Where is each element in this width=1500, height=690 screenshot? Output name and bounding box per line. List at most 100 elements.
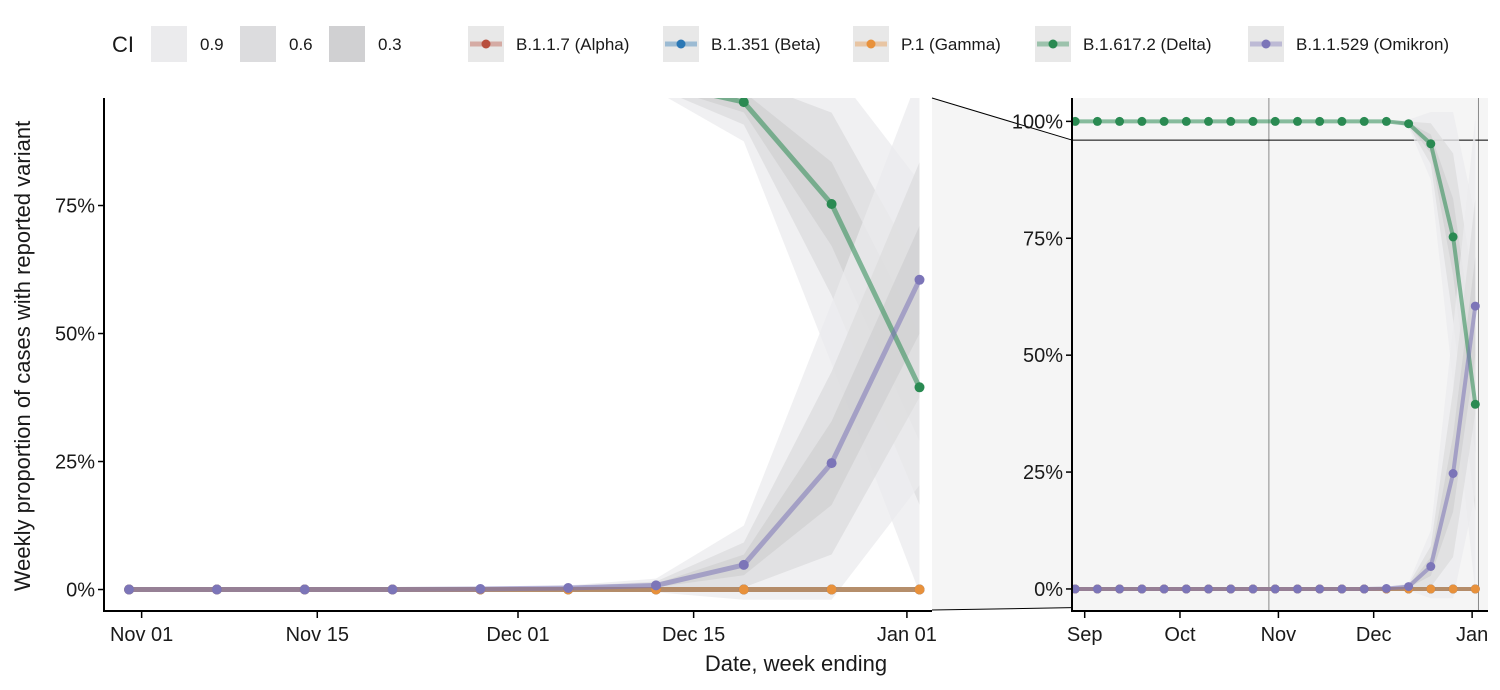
main-x-tick-label-jan-01: Jan 01 <box>877 624 937 646</box>
legend-item-p-1-gamma: P.1 (Gamma) <box>853 26 1001 62</box>
data-point-b-1-617-2-delta-2021-12-12 <box>1404 119 1414 129</box>
inset-y-tick-label-75: 75% <box>1023 228 1063 250</box>
data-point-b-1-1-529-omikron-2021-12-26 <box>826 458 837 469</box>
series-points-b-1-617-2-delta <box>1072 116 1480 409</box>
data-point-b-1-1-529-omikron-2021-11-28 <box>1359 584 1369 594</box>
x-axis-title: Date, week ending <box>705 651 887 676</box>
legend-ci-label-0-9: 0.9 <box>200 35 224 54</box>
inset-y-tick-label-100: 100% <box>1012 111 1063 133</box>
main-plot-area <box>124 73 925 600</box>
legend-ci-swatch-0-6 <box>240 26 276 62</box>
data-point-b-1-617-2-delta-2021-11-14 <box>300 73 310 83</box>
main-panel: 0% 25% 50% 75% Nov 01 Nov 15 Dec 01 Dec 15 Jan 0… <box>10 73 937 676</box>
main-x-tick-label-dec-01: Dec 01 <box>486 624 549 646</box>
inset-y-tick-label-0: 0% <box>1034 579 1063 601</box>
series-points-b-1-1-529-omikron <box>1072 301 1480 594</box>
legend-key-point <box>676 39 686 49</box>
zoom-connector-top <box>931 97 1073 141</box>
data-point-b-1-1-529-omikron-2021-10-03 <box>1181 584 1191 594</box>
series-points-b-1-1-529-omikron <box>124 274 925 595</box>
legend-label: P.1 (Gamma) <box>901 35 1001 54</box>
inset-zoom-region <box>931 97 1073 611</box>
data-point-b-1-1-529-omikron-2021-11-21 <box>1337 584 1347 594</box>
main-x-tick-label-nov-01: Nov 01 <box>110 624 173 646</box>
ci-ribbons-b-1-1-529-omikron <box>129 98 920 600</box>
legend-label: B.1.351 (Beta) <box>711 35 821 54</box>
data-point-b-1-1-529-omikron-2021-09-19 <box>1137 584 1147 594</box>
inset-background <box>1072 98 1488 610</box>
data-point-b-1-617-2-delta-2021-12-05 <box>563 74 573 84</box>
legend-ci-label-0-6: 0.6 <box>289 35 313 54</box>
legend-ci-swatch-0-9 <box>151 26 187 62</box>
ci-band-0.6 <box>680 98 920 505</box>
data-point-b-1-1-529-omikron-2021-12-19 <box>738 559 749 570</box>
data-point-b-1-617-2-delta-2021-10-31 <box>1270 116 1280 126</box>
data-point-b-1-617-2-delta-2021-09-26 <box>1159 116 1169 126</box>
data-point-b-1-1-529-omikron-2021-11-14 <box>1315 584 1325 594</box>
main-y-tick-label-75: 75% <box>55 196 95 218</box>
data-point-b-1-1-529-omikron-2021-12-05 <box>1381 584 1391 593</box>
data-point-b-1-1-529-omikron-2021-12-19 <box>1426 562 1436 571</box>
data-point-b-1-1-529-omikron-2021-08-29 <box>1072 584 1080 594</box>
data-point-b-1-1-529-omikron-2022-01-02 <box>914 274 925 285</box>
data-point-b-1-1-529-omikron-2021-11-14 <box>299 584 310 595</box>
data-point-p-1-gamma-2021-12-26 <box>1448 584 1458 594</box>
data-point-b-1-1-529-omikron-2021-10-10 <box>1204 584 1213 594</box>
ci-band-0.9 <box>129 98 920 600</box>
data-point-b-1-1-529-omikron-2021-10-24 <box>1248 584 1258 594</box>
data-point-b-1-617-2-delta-2021-11-21 <box>388 73 398 83</box>
data-point-b-1-617-2-delta-2021-12-12 <box>651 78 661 88</box>
data-point-b-1-617-2-delta-2021-11-07 <box>1293 116 1302 126</box>
data-point-b-1-1-529-omikron-2021-10-31 <box>1270 584 1280 594</box>
data-point-b-1-617-2-delta-2021-09-12 <box>1115 116 1125 126</box>
data-point-b-1-1-529-omikron-2021-12-12 <box>651 580 661 591</box>
inset-x-tick-label-dec: Dec <box>1356 624 1392 646</box>
data-point-b-1-617-2-delta-2021-11-14 <box>1315 116 1325 126</box>
legend-key-point <box>1261 39 1271 49</box>
data-point-b-1-617-2-delta-2021-11-28 <box>1359 116 1369 126</box>
data-point-p-1-gamma-2021-12-19 <box>738 584 749 595</box>
data-point-b-1-1-529-omikron-2021-09-12 <box>1115 584 1125 594</box>
data-point-b-1-617-2-delta-2021-10-17 <box>1226 116 1236 126</box>
legend: CI 0.9 0.6 0.3 B.1.1.7 (Alpha) B.1.351 (Beta)… <box>112 26 1449 62</box>
data-point-b-1-1-529-omikron-2021-09-05 <box>1092 584 1102 594</box>
inset-x-tick-label-jan: Jan <box>1456 624 1488 646</box>
data-point-b-1-617-2-delta-2021-11-28 <box>475 73 485 83</box>
data-point-b-1-617-2-delta-2021-12-26 <box>826 199 837 209</box>
series-line-b-1-617-2-delta <box>713 98 922 389</box>
y-axis-title: Weekly proportion of cases with reported… <box>10 121 35 591</box>
data-point-b-1-617-2-delta-2021-12-19 <box>738 98 749 108</box>
data-point-p-1-gamma-2021-12-26 <box>826 584 837 595</box>
data-point-b-1-1-529-omikron-2021-11-07 <box>211 584 222 595</box>
legend-item-b-1-1-7-alpha: B.1.1.7 (Alpha) <box>468 26 629 62</box>
inset-x-tick-label-nov: Nov <box>1261 624 1297 646</box>
data-point-b-1-617-2-delta-2021-09-19 <box>1137 116 1147 126</box>
data-point-b-1-1-529-omikron-2021-11-28 <box>475 584 486 594</box>
data-point-b-1-1-529-omikron-2021-12-26 <box>1448 469 1458 478</box>
data-point-b-1-617-2-delta-2021-08-29 <box>1072 116 1080 126</box>
data-point-p-1-gamma-2022-01-02 <box>914 584 925 595</box>
data-point-b-1-1-529-omikron-2021-12-05 <box>563 583 574 593</box>
data-point-b-1-617-2-delta-2021-10-10 <box>1204 116 1213 126</box>
data-point-b-1-1-529-omikron-2021-11-21 <box>387 584 398 595</box>
data-point-p-1-gamma-2021-12-19 <box>1426 584 1436 594</box>
zoom-connector-bottom <box>931 607 1073 611</box>
legend-ci-title: CI <box>112 32 134 57</box>
legend-label: B.1.1.529 (Omikron) <box>1296 35 1449 54</box>
legend-label: B.1.617.2 (Delta) <box>1083 35 1212 54</box>
data-point-b-1-617-2-delta-2021-09-05 <box>1092 116 1102 126</box>
main-y-tick-label-25: 25% <box>55 452 95 474</box>
series-line-b-1-1-529-omikron <box>129 278 922 592</box>
inset-x-tick-label-sep: Sep <box>1067 624 1103 646</box>
legend-key-point <box>866 39 876 49</box>
inset-x-tick-label-oct: Oct <box>1164 624 1196 646</box>
main-y-tick-label-0: 0% <box>66 580 95 602</box>
legend-item-b-1-617-2-delta: B.1.617.2 (Delta) <box>1035 26 1212 62</box>
data-point-b-1-617-2-delta-2021-12-26 <box>1448 232 1458 242</box>
legend-label: B.1.1.7 (Alpha) <box>516 35 629 54</box>
data-point-b-1-1-529-omikron-2022-01-02 <box>1470 301 1480 311</box>
legend-ci-swatch-0-3 <box>329 26 365 62</box>
data-point-b-1-1-529-omikron-2021-10-17 <box>1226 584 1236 594</box>
